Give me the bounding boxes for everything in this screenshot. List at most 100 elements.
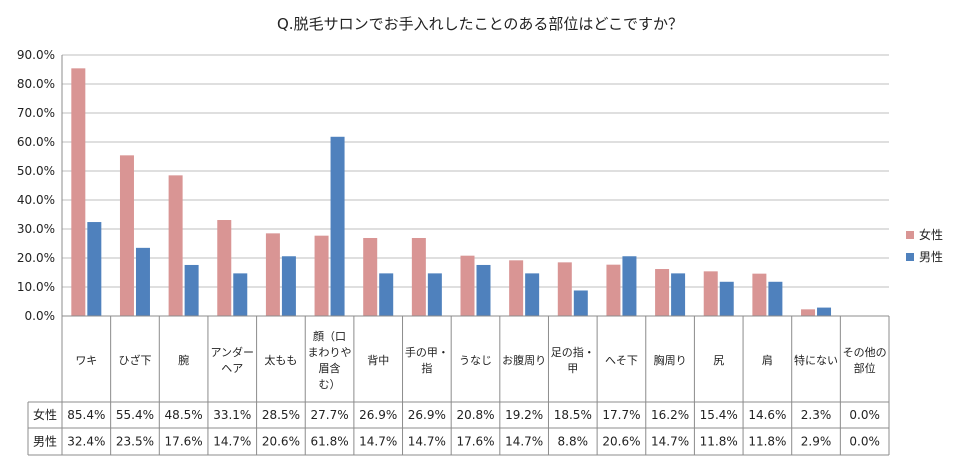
category-label: む） <box>319 378 341 391</box>
y-tick-label: 10.0% <box>17 280 55 294</box>
data-label: 48.5% <box>165 408 203 422</box>
data-label: 15.4% <box>700 408 738 422</box>
y-tick-label: 20.0% <box>17 251 55 265</box>
category-label: ヘア <box>221 362 243 375</box>
grid <box>62 54 889 288</box>
series-row-header: 女性 <box>33 407 57 422</box>
data-label: 27.7% <box>310 408 348 422</box>
data-label: 14.7% <box>408 435 446 449</box>
data-label: 18.5% <box>554 408 592 422</box>
bar <box>411 237 426 316</box>
data-label: 20.8% <box>456 408 494 422</box>
bar <box>752 273 767 316</box>
data-label: 17.7% <box>602 408 640 422</box>
series-row-header: 男性 <box>33 435 57 449</box>
data-label: 2.9% <box>801 435 832 449</box>
bar <box>476 264 491 316</box>
category-label: へそ下 <box>605 354 638 367</box>
bar <box>801 309 816 316</box>
y-tick-label: 0.0% <box>25 309 56 323</box>
bar <box>314 235 329 316</box>
category-label: うなじ <box>459 354 492 367</box>
y-tick-label: 30.0% <box>17 222 55 236</box>
bar <box>655 269 670 316</box>
data-label: 0.0% <box>849 435 880 449</box>
bar <box>168 175 183 316</box>
category-label: 指 <box>421 361 432 375</box>
bar <box>184 264 199 316</box>
bar <box>460 255 475 316</box>
bar <box>671 273 686 316</box>
data-label: 26.9% <box>408 408 446 422</box>
bar <box>217 220 232 316</box>
bar <box>233 273 248 316</box>
bar <box>509 260 524 316</box>
category-label: 手の甲・ <box>405 345 449 359</box>
data-label: 28.5% <box>262 408 300 422</box>
y-tick-label: 80.0% <box>17 77 55 91</box>
data-label: 14.6% <box>748 408 786 422</box>
legend-label: 男性 <box>919 250 943 264</box>
data-label: 26.9% <box>359 408 397 422</box>
bar <box>363 237 378 316</box>
data-label: 0.0% <box>849 408 880 422</box>
bar <box>71 68 86 316</box>
data-label: 20.6% <box>602 435 640 449</box>
data-label: 33.1% <box>213 408 251 422</box>
bar <box>525 273 540 316</box>
category-label: 甲 <box>567 362 578 375</box>
data-label: 11.8% <box>700 435 738 449</box>
category-label: その他の <box>843 346 887 359</box>
bar <box>557 262 572 316</box>
category-label: 顔（口 <box>313 329 346 343</box>
bar <box>606 264 621 316</box>
bar <box>768 281 783 316</box>
data-label: 11.8% <box>748 435 786 449</box>
bar <box>119 155 134 316</box>
category-label: 尻 <box>713 354 724 367</box>
bar <box>719 281 734 316</box>
category-label: 足の指・ <box>551 345 595 359</box>
bar <box>265 233 280 316</box>
category-label: まわりや <box>308 346 352 359</box>
bars <box>71 68 832 316</box>
bar <box>135 247 150 316</box>
y-tick-label: 40.0% <box>17 193 55 207</box>
bar <box>281 256 296 316</box>
bar <box>379 273 394 316</box>
bar <box>330 136 345 316</box>
data-label: 14.7% <box>651 435 689 449</box>
category-label: 肩 <box>762 353 773 367</box>
category-label: 特にない <box>794 353 838 367</box>
category-label: アンダー <box>210 345 254 359</box>
bar <box>622 256 637 316</box>
category-label: 太もも <box>264 354 297 367</box>
bar <box>817 307 832 316</box>
category-label: 胸周り <box>654 353 687 367</box>
y-tick-label: 50.0% <box>17 164 55 178</box>
data-label: 61.8% <box>310 435 348 449</box>
bar <box>427 273 442 316</box>
chart-title: Q.脱毛サロンでお手入れしたことのある部位はどこですか？ <box>277 15 683 33</box>
bar <box>87 222 102 316</box>
y-tick-label: 60.0% <box>17 135 55 149</box>
data-label: 32.4% <box>67 435 105 449</box>
data-label: 20.6% <box>262 435 300 449</box>
y-axis: 0.0% 10.0% 20.0% 30.0% 40.0% 50.0% 60.0% 70.0% 8… <box>17 48 63 323</box>
data-label: 17.6% <box>165 435 203 449</box>
category-label: お腹周り <box>502 353 546 367</box>
data-label: 85.4% <box>67 408 105 422</box>
bar <box>703 271 718 316</box>
category-label: ひざ下 <box>118 353 151 367</box>
data-label: 17.6% <box>456 435 494 449</box>
legend-swatch <box>906 253 914 261</box>
legend-swatch <box>906 231 914 239</box>
data-label: 14.7% <box>213 435 251 449</box>
category-label: 背中 <box>367 353 389 367</box>
category-label: 腕 <box>178 353 189 367</box>
y-tick-label: 70.0% <box>17 106 55 120</box>
category-label: 眉含 <box>319 361 341 375</box>
